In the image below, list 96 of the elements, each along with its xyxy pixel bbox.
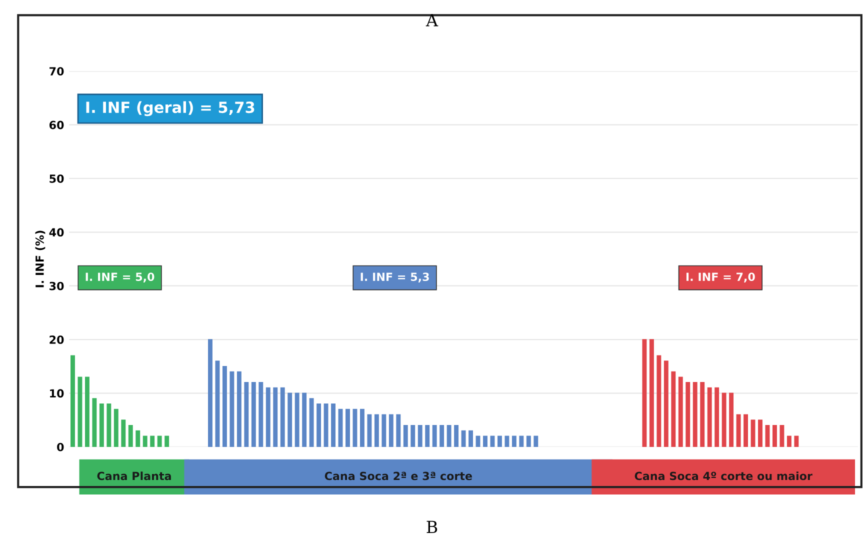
bar	[396, 414, 401, 447]
bar	[70, 355, 75, 447]
bar	[454, 424, 459, 447]
bar	[772, 424, 777, 447]
bar	[294, 392, 300, 447]
bar	[121, 420, 126, 447]
annotation: I. INF (geral) = 5,73	[86, 101, 254, 116]
bar	[128, 424, 133, 447]
bar	[388, 414, 394, 447]
bar	[736, 414, 741, 447]
bar	[114, 408, 118, 447]
bar	[678, 376, 683, 447]
annotation: I. INF = 5,3	[360, 272, 429, 282]
bar	[722, 392, 726, 447]
bar	[519, 436, 524, 447]
bar	[476, 436, 480, 447]
y-tick-label: 20	[50, 336, 64, 344]
bar	[164, 436, 170, 447]
y-axis-title: I. INF (%)	[35, 230, 46, 288]
bar	[84, 376, 90, 447]
chart-title: A	[426, 14, 438, 26]
bar	[251, 382, 256, 447]
bar	[346, 408, 350, 447]
bar	[222, 366, 227, 447]
bar	[671, 371, 676, 447]
bar	[78, 376, 82, 447]
bar	[302, 392, 307, 447]
bar	[664, 360, 668, 447]
bar	[744, 414, 748, 447]
bar	[316, 404, 322, 447]
bar	[382, 414, 386, 447]
bar	[374, 414, 379, 447]
y-tick-label: 30	[50, 282, 64, 290]
bar	[157, 436, 162, 447]
bar	[692, 382, 698, 447]
bar	[208, 339, 212, 447]
bar	[649, 339, 654, 447]
bar	[504, 436, 510, 447]
bar	[410, 424, 416, 447]
bar	[136, 430, 140, 447]
bar	[425, 424, 430, 447]
bar	[700, 382, 705, 447]
bar	[686, 382, 690, 447]
bar	[230, 371, 234, 447]
bar	[106, 404, 112, 447]
bar	[642, 339, 647, 447]
bar	[729, 392, 734, 447]
bar	[786, 436, 792, 447]
text: Cana Soca 4º corte ou maior	[634, 472, 812, 480]
bar	[497, 436, 502, 447]
bar	[780, 424, 784, 447]
bar	[794, 436, 799, 447]
y-tick-label: 0	[57, 442, 64, 452]
bar	[656, 355, 662, 447]
y-tick-label: 40	[49, 228, 64, 237]
bar	[324, 404, 328, 447]
y-tick-label: 10	[50, 389, 64, 398]
bar	[309, 398, 314, 447]
y-tick-label: 60	[49, 120, 64, 130]
bar	[446, 424, 452, 447]
bar	[526, 436, 531, 447]
annotation: I. INF = 5,0	[86, 272, 154, 282]
bar	[150, 436, 155, 447]
bar	[468, 430, 473, 447]
bar	[92, 398, 97, 447]
y-tick-label: 70	[50, 67, 64, 76]
bar	[288, 392, 292, 447]
bar	[331, 404, 336, 447]
bar	[490, 436, 495, 447]
text: Cana Planta	[97, 472, 171, 480]
text: B	[426, 520, 438, 534]
bar	[99, 404, 104, 447]
bar	[360, 408, 364, 447]
y-tick-label: 50	[50, 174, 64, 183]
bar	[280, 387, 285, 447]
bar	[432, 424, 437, 447]
bar	[440, 424, 444, 447]
bar	[244, 382, 249, 447]
bar	[418, 424, 422, 447]
bar	[273, 387, 278, 447]
text: Cana Soca 2ª e 3ª corte	[324, 472, 472, 480]
bar	[236, 371, 242, 447]
bar	[258, 382, 264, 447]
bar	[512, 436, 516, 447]
bar	[403, 424, 408, 447]
annotation: I. INF = 7,0	[686, 272, 755, 282]
bar	[483, 436, 488, 447]
bar	[534, 436, 538, 447]
bar	[215, 360, 220, 447]
bar	[367, 414, 372, 447]
bar	[142, 436, 148, 447]
bar	[461, 430, 466, 447]
bar	[266, 387, 270, 447]
bar	[758, 420, 762, 447]
bar	[707, 387, 712, 447]
bar	[714, 387, 720, 447]
